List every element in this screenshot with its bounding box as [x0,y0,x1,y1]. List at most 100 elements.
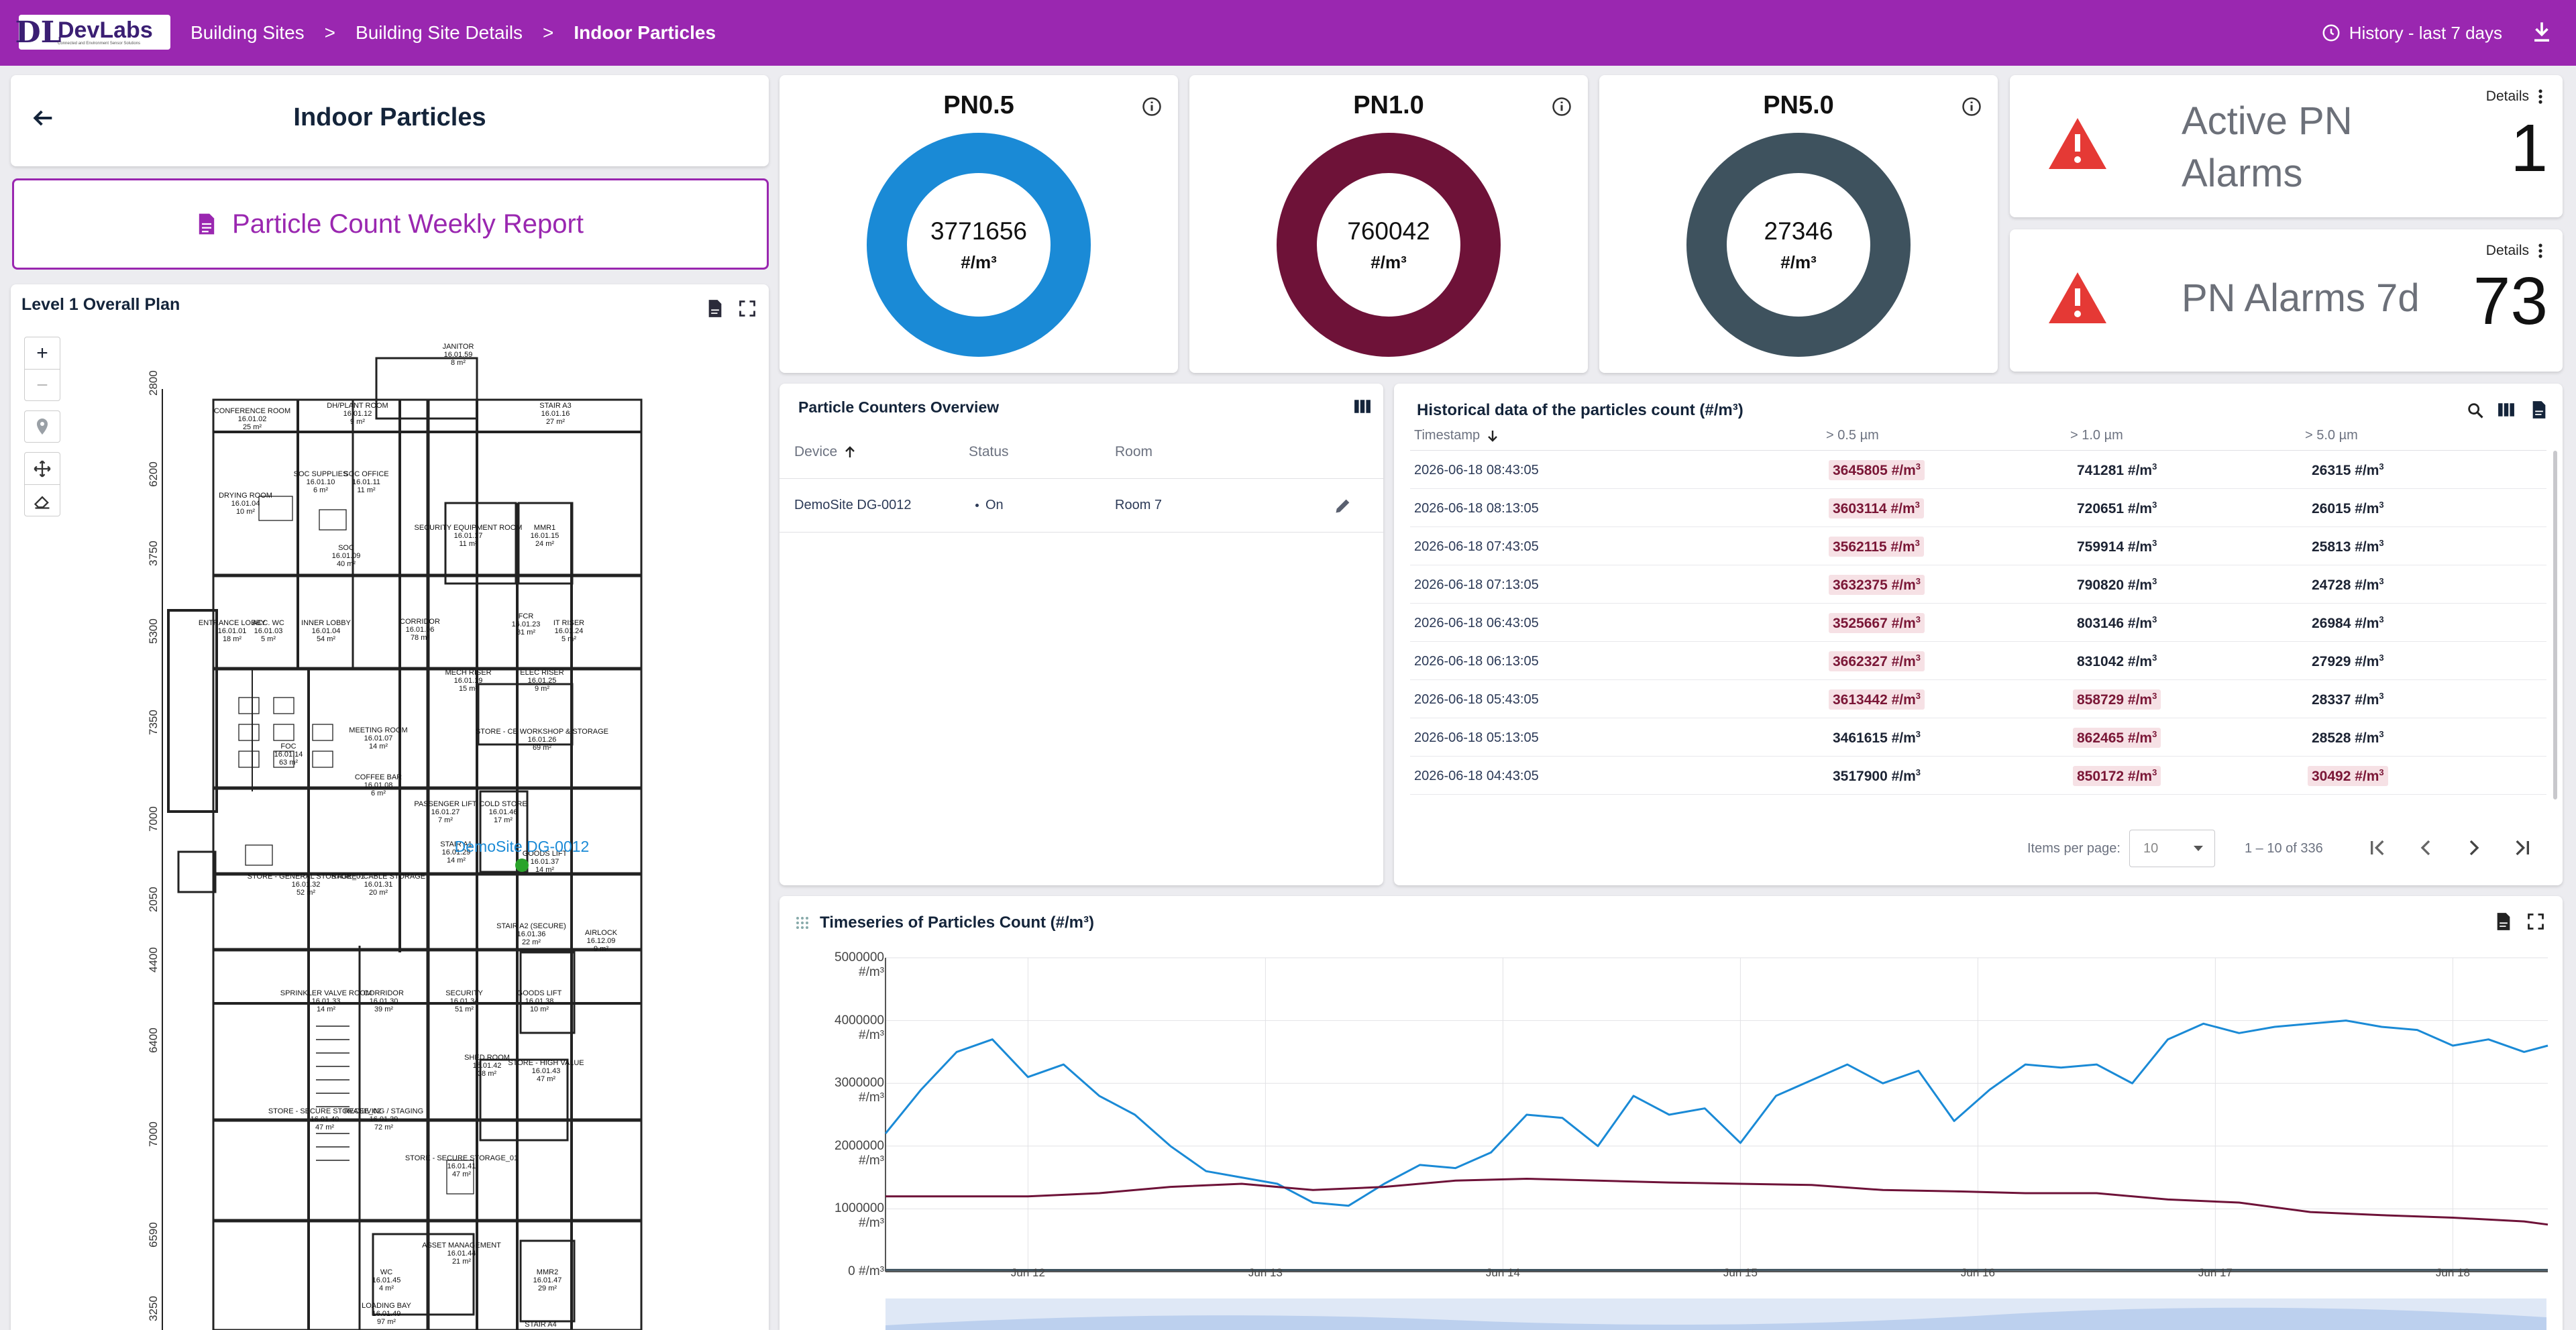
edit-controls [24,452,60,516]
first-page-icon[interactable] [2364,834,2391,861]
room-label: SECURITY EQUIPMENT ROOM 16.01.17 11 m² [415,524,523,548]
column-header-status[interactable]: Status [969,444,1009,459]
info-icon[interactable] [1552,97,1572,117]
export-file-icon[interactable] [2494,912,2513,931]
devlabs-logo[interactable]: DL DevLabs Connected and Environment Sen… [15,15,170,50]
table-row[interactable]: 2026-06-18 04:43:05 3517900 #/m3 850172 #/… [1410,757,2546,795]
column-header-room[interactable]: Room [1115,444,1153,459]
next-page-icon[interactable] [2461,834,2487,861]
dimension-label: 3250 [147,1296,160,1321]
history-icon [2322,24,2340,42]
details-menu[interactable]: Details [2486,243,2542,259]
move-button[interactable] [25,453,60,485]
items-per-page-value: 10 [2143,841,2159,856]
table-row[interactable]: 2026-06-18 06:43:05 3525667 #/m3 803146 #/… [1410,604,2546,642]
last-page-icon[interactable] [2509,834,2536,861]
alarm-count: 73 [2473,264,2548,339]
table-row[interactable]: 2026-06-18 08:43:05 3645805 #/m3 741281 #/… [1410,451,2546,489]
room-label: LOADING BAY 16.01.49 97 m² [362,1302,411,1326]
weekly-report-button[interactable]: Particle Count Weekly Report [12,178,769,270]
zoom-in-button[interactable]: + [25,337,60,370]
device-marker[interactable] [515,858,529,872]
dimension-label: 7000 [147,806,160,832]
gauge-title: PN0.5 [943,91,1014,119]
zoom-out-button[interactable]: − [36,374,48,396]
export-file-icon[interactable] [2530,400,2548,419]
fullscreen-icon[interactable] [738,299,757,318]
download-icon[interactable] [2532,21,2552,44]
room-label: STORE - CABLE STORAGE 16.01.31 20 m² [331,873,425,897]
floor-plan-drawing[interactable]: 2800 6200 3750 5300 7350 7000 2050 4400 6400 7000… [11,322,769,1330]
table-row[interactable]: 2026-06-18 06:13:05 3662327 #/m3 831042 #/… [1410,642,2546,680]
historical-data-card: Historical data of the particles count (… [1394,384,2563,885]
room-label: ELEC RISER 16.01.25 9 m² [520,669,564,693]
breadcrumb-building-site-details[interactable]: Building Site Details [356,22,523,43]
pagination-range: 1 – 10 of 336 [2245,841,2323,856]
column-header-timestamp[interactable]: Timestamp [1414,428,1499,443]
value-cell: 3632375 #/m3 [1829,575,1925,595]
page-title: Indoor Particles [293,103,486,131]
table-row[interactable]: 2026-06-18 05:43:05 3613442 #/m3 858729 #/… [1410,680,2546,718]
top-bar: DL DevLabs Connected and Environment Sen… [0,0,2576,66]
alarm-label: PN Alarms 7d [2182,276,2420,320]
search-icon[interactable] [2466,401,2485,420]
gauge-ring [1277,133,1501,357]
column-label: Timestamp [1414,428,1481,443]
items-per-page-select[interactable]: 10 [2129,830,2215,867]
timeseries-card: Timeseries of Particles Count (#/m³) 500… [780,896,2563,1330]
erase-button[interactable] [25,485,60,517]
room-label: DH/PLANT ROOM 16.01.12 9 m² [327,402,388,426]
fullscreen-icon[interactable] [2526,912,2545,931]
gauge-pn05: PN0.5 3771656 #/m³ [780,75,1178,373]
column-header-pn50[interactable]: > 5.0 µm [2305,428,2358,443]
room-label: STORE - GENERAL STORAGE_01 16.01.32 52 m² [248,873,365,897]
info-icon[interactable] [1142,97,1162,117]
y-tick-label: 4000000 #/m³ [835,1013,884,1042]
arrow-up-icon [845,446,855,457]
location-pin-icon [37,419,48,435]
history-label: History - last 7 days [2349,22,2502,43]
table-row[interactable]: DemoSite DG-0012 On Room 7 [780,479,1383,533]
prev-page-icon[interactable] [2412,834,2439,861]
column-header-device[interactable]: Device [794,444,856,460]
value-cell: 858729 #/m3 [2073,689,2161,710]
back-arrow-icon[interactable] [30,105,56,131]
x-tick-label: Jun 16 [1960,1266,1995,1279]
columns-icon[interactable] [1354,398,1371,414]
room-label: MMR2 16.01.47 29 m² [533,1268,562,1292]
counters-header-row: Device Status Room [780,424,1383,479]
edit-icon[interactable] [1334,496,1352,515]
room-label: STAIR A3 16.01.16 27 m² [539,402,571,426]
timeseries-chart[interactable] [780,896,2563,1330]
dimension-label: 5300 [147,618,160,644]
locate-button[interactable] [24,410,60,443]
table-row[interactable]: 2026-06-18 07:13:05 3632375 #/m3 790820 #/… [1410,565,2546,604]
items-per-page-label: Items per page: [2027,841,2121,856]
table-row[interactable]: 2026-06-18 08:13:05 3603114 #/m3 720651 #/… [1410,489,2546,527]
scrollbar[interactable] [2553,451,2557,799]
room-label: SOC 16.01.09 40 m² [332,544,361,568]
dimension-label: 6590 [147,1222,160,1248]
breadcrumb-separator: > [324,22,336,43]
details-menu[interactable]: Details [2486,89,2542,105]
room-label: IT RISER 16.01.24 5 m² [553,619,584,643]
gauge-pn50: PN5.0 27346 #/m³ [1599,75,1998,373]
column-header-pn05[interactable]: > 0.5 µm [1826,428,1879,443]
room-label: COLD STORE 16.01.46 17 m² [479,800,527,824]
room-label: JANITOR 16.01.59 8 m² [443,343,474,367]
column-header-pn10[interactable]: > 1.0 µm [2070,428,2123,443]
table-row[interactable]: 2026-06-18 07:43:05 3562115 #/m3 759914 #/… [1410,527,2546,565]
columns-icon[interactable] [2498,402,2515,418]
value-cell: 720651 #/m3 [2077,500,2157,516]
breadcrumb-building-sites[interactable]: Building Sites [191,22,305,43]
info-icon[interactable] [1962,97,1982,117]
history-selector[interactable]: History - last 7 days [2321,0,2502,66]
room-label: INNER LOBBY 16.01.04 54 m² [301,619,352,643]
alarm-label-line2: Alarms [2182,152,2303,195]
report-icon [199,213,215,235]
dimension-label: 3750 [147,541,160,566]
pdf-export-icon[interactable] [706,299,724,318]
dimension-label: 2800 [147,370,160,396]
table-row[interactable]: 2026-06-18 05:13:05 3461615 #/m3 862465 #/… [1410,718,2546,757]
